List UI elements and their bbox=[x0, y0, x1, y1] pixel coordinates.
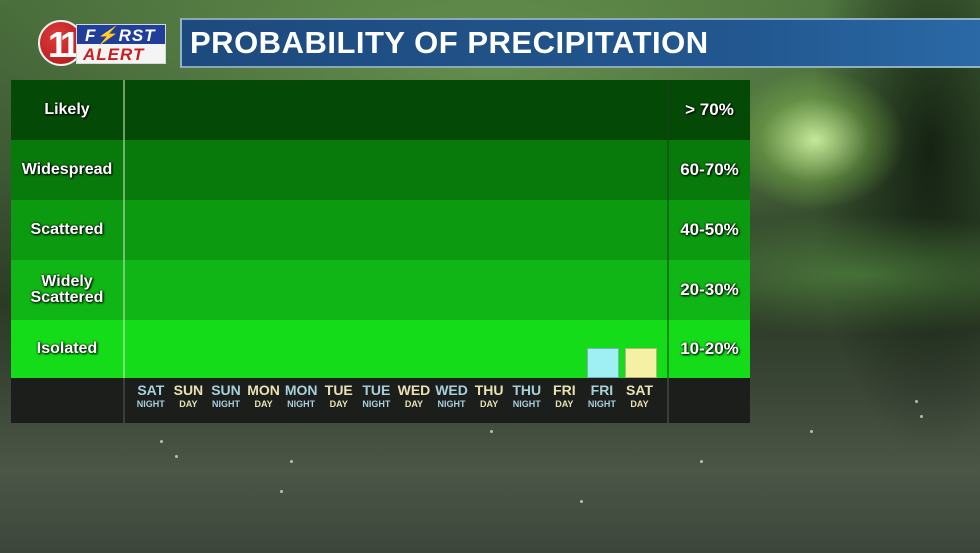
x-tick: MON NIGHT bbox=[284, 382, 318, 410]
x-tick: THU NIGHT bbox=[512, 382, 542, 410]
x-tick: SUN NIGHT bbox=[211, 382, 241, 410]
logo-alert-text: ALERT bbox=[83, 45, 145, 64]
category-label: Likely bbox=[44, 101, 90, 118]
x-axis-ticks: SAT NIGHT SUN DAY SUN NIGHT MON DAY MON NIGHT… bbox=[123, 378, 669, 423]
category-range: 40-50% bbox=[680, 220, 739, 239]
x-tick: FRI NIGHT bbox=[587, 382, 616, 410]
x-tick: TUE NIGHT bbox=[362, 382, 391, 410]
plot-area bbox=[123, 140, 669, 200]
x-tick: MON DAY bbox=[247, 382, 280, 410]
logo-text-box: F⚡RST ALERT bbox=[76, 24, 166, 64]
plot-area bbox=[123, 80, 669, 140]
title-bar: PROBABILITY OF PRECIPITATION bbox=[180, 18, 980, 68]
precipitation-chart: Likely > 70% Widespread 60-70% Scattered… bbox=[11, 80, 750, 423]
axis-corner bbox=[11, 378, 123, 423]
category-row-scattered: Scattered 40-50% bbox=[11, 200, 750, 260]
category-range: 20-30% bbox=[680, 280, 739, 299]
category-label: Isolated bbox=[36, 340, 98, 357]
category-range: 60-70% bbox=[680, 160, 739, 179]
first-alert-logo: 11 F⚡RST ALERT bbox=[38, 20, 166, 68]
plot-area bbox=[123, 320, 669, 378]
x-tick: FRI DAY bbox=[553, 382, 576, 410]
x-tick: SUN DAY bbox=[173, 382, 204, 410]
lightning-bolt-icon: ⚡ bbox=[96, 26, 119, 45]
x-tick: THU DAY bbox=[474, 382, 504, 410]
x-axis: SAT NIGHT SUN DAY SUN NIGHT MON DAY MON NIGHT… bbox=[11, 378, 750, 423]
x-tick: SAT DAY bbox=[626, 382, 653, 410]
category-label: Widespread bbox=[21, 161, 113, 178]
category-row-likely: Likely > 70% bbox=[11, 80, 750, 140]
category-range: 10-20% bbox=[680, 339, 739, 358]
bar-sat-day bbox=[625, 348, 657, 378]
x-tick: WED DAY bbox=[397, 382, 431, 410]
bar-fri-night bbox=[587, 348, 619, 378]
logo-number: 11 bbox=[48, 24, 80, 65]
logo-first-text: F⚡RST bbox=[85, 26, 156, 45]
category-range: > 70% bbox=[685, 100, 734, 119]
category-row-widely-scattered: Widely Scattered 20-30% bbox=[11, 260, 750, 320]
plot-area bbox=[123, 260, 669, 320]
x-tick: SAT NIGHT bbox=[136, 382, 165, 410]
x-tick: TUE DAY bbox=[324, 382, 353, 410]
page-title: PROBABILITY OF PRECIPITATION bbox=[190, 25, 709, 60]
category-label: Scattered bbox=[30, 221, 104, 238]
category-row-widespread: Widespread 60-70% bbox=[11, 140, 750, 200]
category-label: Widely Scattered bbox=[30, 273, 104, 306]
axis-corner-right bbox=[669, 378, 750, 423]
plot-area bbox=[123, 200, 669, 260]
x-tick: WED NIGHT bbox=[435, 382, 468, 410]
